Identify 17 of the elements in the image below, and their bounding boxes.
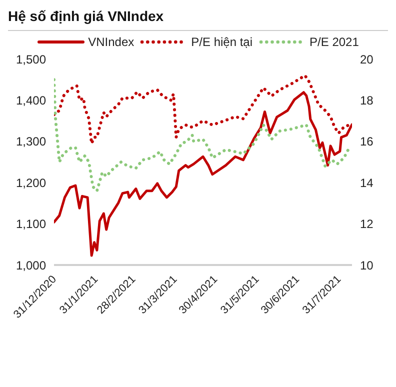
y2-tick-label: 20: [360, 52, 374, 66]
y-tick-label: 1,400: [16, 93, 46, 108]
chart-title: Hệ số định giá VNIndex: [8, 8, 388, 31]
legend-label: P/E hiện tại: [191, 35, 253, 49]
y2-tick-label: 10: [360, 258, 374, 272]
y2-tick-label: 14: [360, 176, 374, 190]
y2-tick-label: 12: [360, 217, 374, 232]
line-series: [54, 78, 351, 192]
y-tick-label: 1,000: [16, 258, 46, 272]
legend-label: VNIndex: [88, 35, 134, 49]
y-tick-label: 1,300: [16, 134, 46, 149]
legend-label: P/E 2021: [310, 35, 359, 49]
y2-tick-label: 16: [360, 134, 374, 149]
y-tick-label: 1,200: [16, 176, 46, 190]
y-tick-label: 1,500: [16, 52, 46, 66]
y-tick-label: 1,100: [16, 217, 46, 232]
y2-tick-label: 18: [360, 93, 374, 108]
